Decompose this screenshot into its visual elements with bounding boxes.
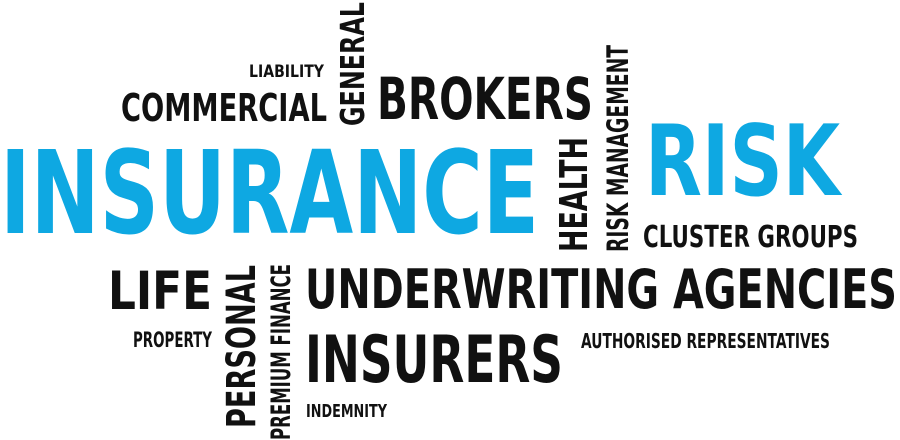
word-general: GENERAL (333, 1, 372, 127)
word-commercial: COMMERCIAL (121, 86, 327, 130)
word-cluster-groups: CLUSTER GROUPS (643, 220, 858, 255)
word-liability: LIABILITY (249, 62, 324, 82)
word-property: PROPERTY (133, 328, 212, 352)
word-underwriting-agencies: UNDERWRITING AGENCIES (305, 258, 897, 321)
word-insurers: INSURERS (305, 323, 563, 398)
word-insurance: INSURANCE (0, 127, 539, 261)
word-risk-management: RISK MANAGEMENT (601, 45, 635, 253)
word-authorised-representatives: AUTHORISED REPRESENTATIVES (581, 329, 830, 353)
word-brokers: BROKERS (377, 65, 593, 133)
word-health: HEALTH (552, 137, 596, 252)
word-life: LIFE (108, 261, 212, 322)
word-risk: RISK (645, 105, 840, 219)
word-premium-finance: PREMIUM FINANCE (266, 264, 297, 440)
word-personal: PERSONAL (219, 265, 265, 428)
word-indemnity: INDEMNITY (306, 401, 387, 422)
